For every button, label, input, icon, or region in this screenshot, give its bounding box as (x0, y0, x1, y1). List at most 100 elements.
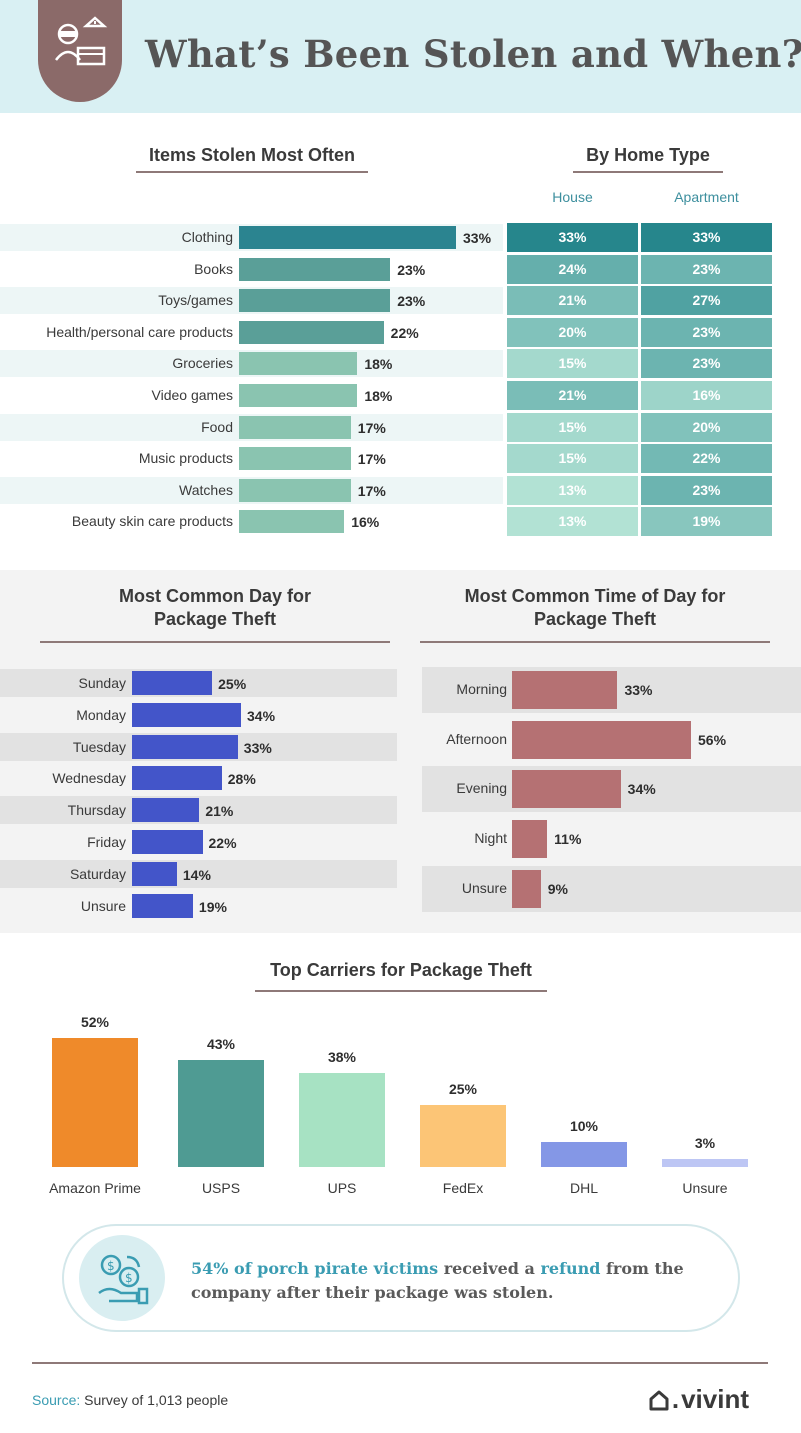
day-value-label: 21% (205, 803, 234, 820)
time-row: Unsure 9% (422, 865, 801, 912)
item-value-label: 16% (351, 514, 380, 531)
time-title-line1: Most Common Time of Day for (464, 586, 726, 606)
apartment-cell: 23% (641, 349, 772, 379)
day-bar (132, 893, 193, 918)
apartment-cell: 23% (641, 317, 772, 347)
time-bar (512, 770, 621, 809)
source-text: Survey of 1,013 people (80, 1392, 229, 1408)
item-value-label: 17% (357, 451, 386, 468)
day-value-label: 19% (198, 898, 227, 915)
callout-icon-circle: $ $ (79, 1235, 165, 1321)
time-value-label: 33% (624, 682, 653, 698)
day-row: Sunday 25% (0, 669, 397, 697)
time-section-title: Most Common Time of Day for Package Thef… (420, 585, 770, 631)
carrier-bar (299, 1072, 385, 1167)
day-value-label: 14% (182, 866, 211, 883)
item-label: Groceries (172, 355, 233, 372)
page-title: What’s Been Stolen and When? (145, 32, 801, 76)
house-cell: 21% (507, 286, 638, 316)
item-label: Video games (151, 387, 233, 403)
carrier-bar (52, 1038, 138, 1167)
thief-package-icon (55, 16, 108, 66)
day-bar (132, 702, 241, 727)
apartment-cell: 23% (641, 475, 772, 505)
item-row: Watches 17% (0, 476, 503, 504)
item-bar (239, 415, 351, 439)
item-row: Toys/games 23% (0, 287, 503, 315)
day-row: Monday 34% (0, 701, 397, 729)
day-label: Unsure (80, 897, 126, 914)
day-value-label: 28% (227, 771, 256, 788)
home-type-title-underline (573, 171, 723, 173)
time-bar (512, 869, 541, 908)
item-value-label: 17% (357, 482, 386, 499)
item-label: Books (194, 260, 233, 277)
callout-highlight-stat: 54% of porch pirate victims (191, 1259, 439, 1278)
item-bar (239, 510, 345, 534)
day-value-label: 25% (218, 676, 247, 692)
day-row: Unsure 19% (0, 892, 397, 920)
item-label: Toys/games (158, 292, 233, 309)
carrier-label: Amazon Prime (49, 1180, 141, 1196)
carrier-value-label: 52% (80, 1014, 110, 1030)
item-label: Clothing (181, 229, 233, 245)
item-label: Watches (179, 481, 233, 498)
house-cell: 13% (507, 507, 638, 537)
day-value-label: 22% (208, 835, 237, 851)
carrier-bar (541, 1142, 627, 1167)
item-label: Health/personal care products (46, 323, 233, 340)
carrier-label: USPS (201, 1180, 241, 1196)
time-label: Morning (456, 681, 507, 697)
item-bar (239, 384, 358, 407)
item-row: Video games 18% (0, 382, 503, 409)
carrier-bar (420, 1104, 506, 1167)
items-title-underline (136, 171, 368, 173)
house-cell: 15% (507, 412, 638, 442)
carrier-value-label: 43% (206, 1036, 236, 1053)
item-row: Food 17% (0, 413, 503, 441)
header-banner: What’s Been Stolen and When? (0, 0, 801, 113)
item-label: Music products (138, 450, 233, 467)
callout-text-part2: received a (438, 1259, 541, 1278)
house-cell: 15% (507, 349, 638, 379)
house-cell: 13% (507, 475, 638, 505)
apartment-cell: 27% (641, 286, 772, 316)
day-row: Tuesday 33% (0, 732, 397, 761)
day-label: Monday (76, 706, 126, 723)
time-label: Evening (456, 780, 507, 797)
carrier-label: Unsure (682, 1180, 728, 1196)
item-value-label: 18% (364, 356, 393, 373)
item-bar (239, 352, 358, 376)
carrier-bar (662, 1159, 748, 1167)
logo-text: vivint (681, 1384, 749, 1414)
time-label: Night (474, 830, 507, 847)
header-badge (38, 0, 122, 102)
item-bar (239, 257, 391, 281)
time-label: Unsure (461, 879, 507, 896)
time-row: Afternoon 56% (422, 717, 801, 763)
apartment-cell: 19% (641, 507, 772, 537)
carrier-label: DHL (569, 1180, 598, 1196)
item-row: Clothing 33% (0, 224, 503, 251)
apartment-cell: 33% (641, 223, 772, 252)
day-title-line2: Package Theft (153, 609, 277, 629)
item-row: Groceries 18% (0, 350, 503, 378)
time-value-label: 11% (554, 831, 582, 848)
day-section-title: Most Common Day for Package Theft (40, 585, 390, 631)
house-cell: 33% (507, 223, 638, 252)
item-value-label: 23% (397, 261, 426, 278)
item-row: Health/personal care products 22% (0, 319, 503, 346)
house-cell: 15% (507, 444, 638, 474)
day-bar (132, 671, 213, 695)
day-bar (132, 766, 222, 791)
day-value-label: 33% (243, 739, 272, 756)
time-title-underline (420, 641, 770, 643)
day-row: Saturday 14% (0, 859, 397, 888)
day-label: Tuesday (72, 738, 126, 755)
source-key: Source: (32, 1392, 81, 1408)
apartment-column-header: Apartment (674, 189, 739, 205)
footer-divider (32, 1362, 768, 1364)
item-label: Food (201, 418, 233, 435)
home-type-section-title: By Home Type (586, 145, 710, 165)
carrier-bar (178, 1060, 264, 1167)
